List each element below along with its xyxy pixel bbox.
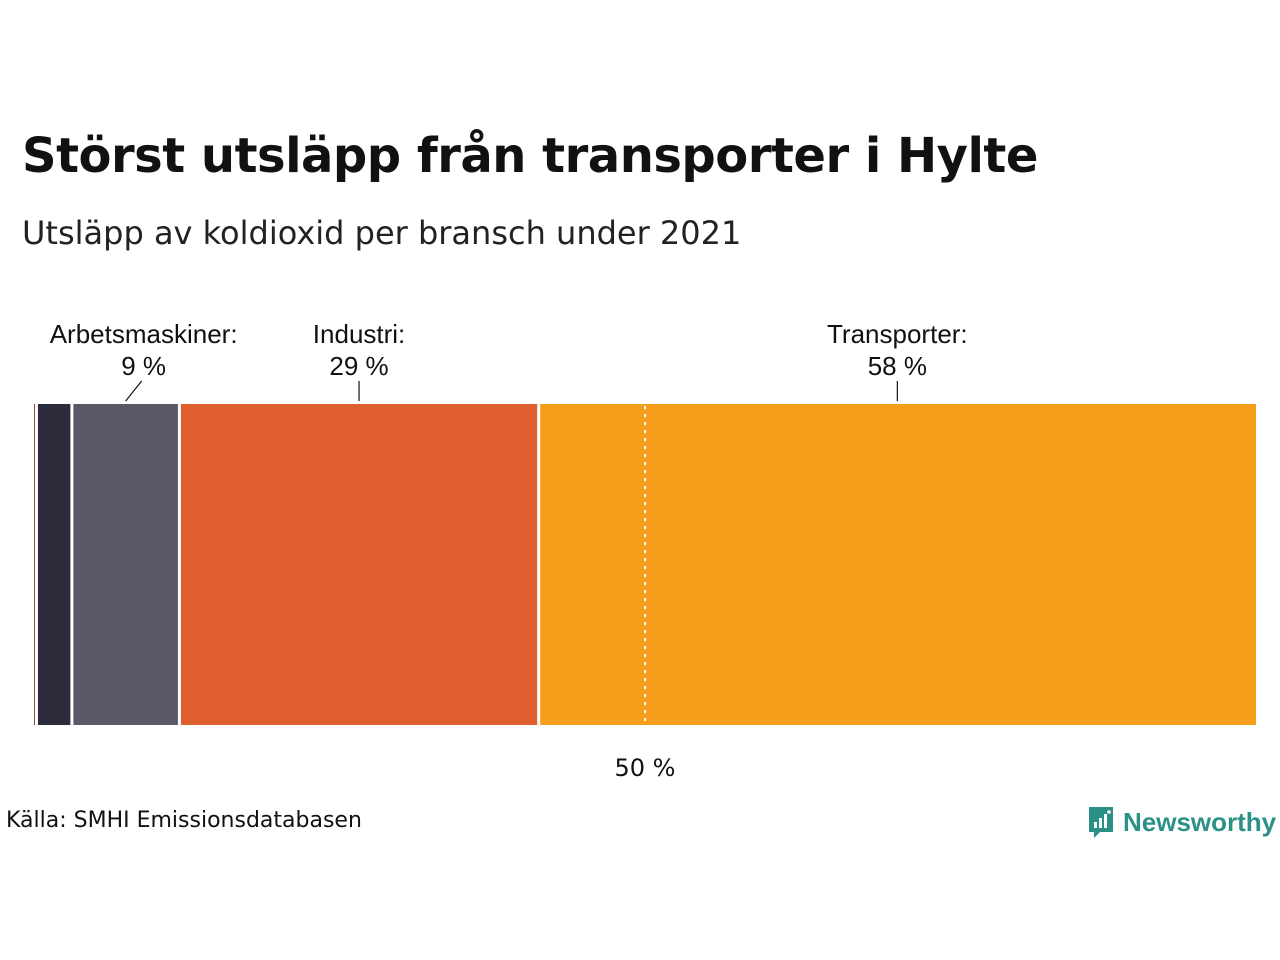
stacked-bar-chart: 50 % Arbetsmaskiner:9 % Industri:29 % Trans… [34, 319, 1256, 782]
brand-name: Newsworthy [1123, 806, 1277, 837]
reference-line-label: 50 % [615, 754, 676, 782]
chart-title: Störst utsläpp från transporter i Hylte [22, 128, 1038, 184]
segment-label-value: 9 % [121, 351, 166, 381]
bar-segment-3 [179, 404, 539, 725]
newsworthy-logo-icon [1089, 807, 1113, 838]
source-note: Källa: SMHI Emissionsdatabasen [6, 808, 362, 833]
segment-label-name: Arbetsmaskiner: [50, 319, 238, 349]
segment-label-value: 29 % [329, 351, 388, 381]
bar-segment-4 [538, 404, 1256, 725]
brand-logo: Newsworthy [1087, 804, 1276, 840]
segment-label-name: Transporter: [827, 319, 968, 349]
segment-label-value: 58 % [868, 351, 927, 381]
segment-label-name: Industri: [313, 319, 406, 349]
label-leader-0 [125, 380, 143, 402]
bar-segment-2 [71, 404, 180, 725]
chart-subtitle: Utsläpp av koldioxid per bransch under 2… [22, 214, 742, 252]
bar-segment-1 [36, 404, 72, 725]
